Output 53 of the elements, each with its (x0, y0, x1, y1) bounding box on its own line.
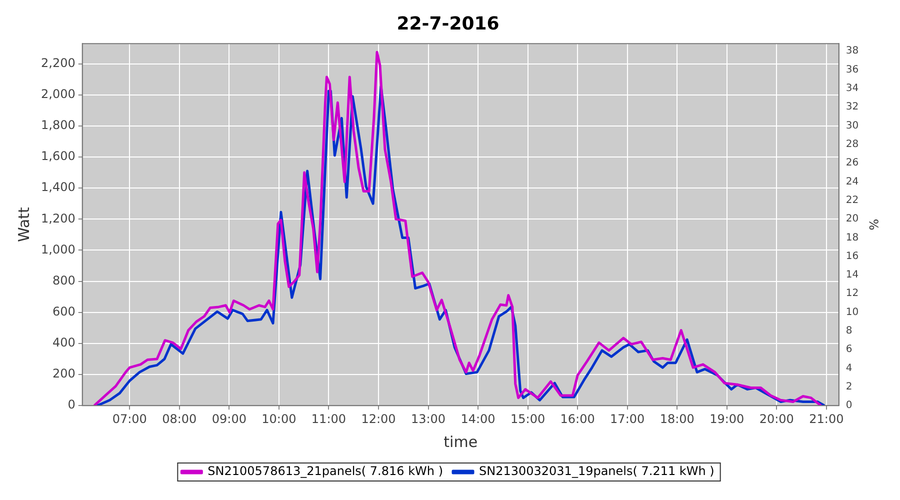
x-tick-label: 21:00 (809, 412, 844, 426)
y-tick-label: 0 (68, 398, 76, 412)
y2-tick-label: 12 (846, 288, 859, 300)
y2-tick-label: 0 (846, 400, 852, 412)
x-tick-label: 19:00 (710, 412, 744, 426)
y2-tick-label: 26 (846, 158, 859, 169)
y-tick-label: 2,200 (40, 56, 76, 70)
legend-label: SN2100578613_21panels( 7.816 kWh ) (208, 464, 444, 478)
x-tick-label: 10:00 (262, 412, 296, 426)
y2-tick-label: 14 (846, 270, 859, 281)
y2-tick-label: 6 (846, 344, 852, 356)
chart-title: 22-7-2016 (396, 13, 500, 34)
y2-tick-label: 36 (846, 64, 859, 76)
y2-tick-label: 8 (846, 326, 852, 337)
x-tick-label: 14:00 (460, 412, 496, 426)
y2-tick-label: 16 (846, 250, 859, 262)
x-tick-label: 07:00 (112, 412, 147, 426)
x-tick-label: 13:00 (410, 412, 446, 426)
y2-tick-label: 34 (846, 82, 859, 94)
y2-tick-label: 24 (846, 176, 859, 188)
y-tick-label: 200 (52, 366, 76, 381)
x-tick-label: 20:00 (759, 412, 794, 426)
y-tick-label: 1,800 (40, 118, 76, 132)
x-tick-label: 12:00 (361, 412, 396, 426)
y2-tick-label: 4 (846, 362, 852, 374)
y2-tick-label: 38 (846, 46, 859, 57)
y-tick-label: 1,400 (40, 180, 76, 194)
y-tick-label: 600 (52, 304, 76, 319)
x-tick-label: 16:00 (560, 412, 595, 426)
y2-tick-label: 20 (846, 214, 859, 225)
x-tick-label: 17:00 (610, 412, 645, 426)
x-tick-label: 09:00 (212, 412, 246, 426)
y2-tick-label: 2 (846, 382, 852, 393)
y2-tick-label: 18 (846, 232, 859, 244)
y-tick-label: 1,000 (40, 242, 76, 256)
x-tick-label: 08:00 (162, 412, 197, 426)
y-tick-label: 400 (52, 336, 76, 350)
x-tick-label: 15:00 (510, 412, 546, 426)
y2-tick-label: 22 (846, 194, 859, 206)
y2-axis-title: % (866, 218, 881, 230)
y-tick-label: 1,600 (40, 149, 76, 164)
x-tick-label: 18:00 (660, 412, 694, 426)
y-axis-title: Watt (14, 207, 33, 242)
y2-tick-label: 10 (846, 306, 859, 318)
y2-tick-label: 28 (846, 138, 859, 150)
y-tick-label: 1,200 (40, 211, 76, 226)
y-tick-label: 2,000 (40, 86, 76, 101)
y2-tick-label: 32 (846, 102, 859, 113)
legend-label: SN2130032031_19panels( 7.211 kWh ) (479, 464, 714, 478)
x-axis-title: time (444, 432, 478, 451)
x-tick-label: 11:00 (311, 412, 346, 426)
y2-tick-label: 30 (846, 120, 859, 132)
y-tick-label: 800 (52, 273, 76, 288)
